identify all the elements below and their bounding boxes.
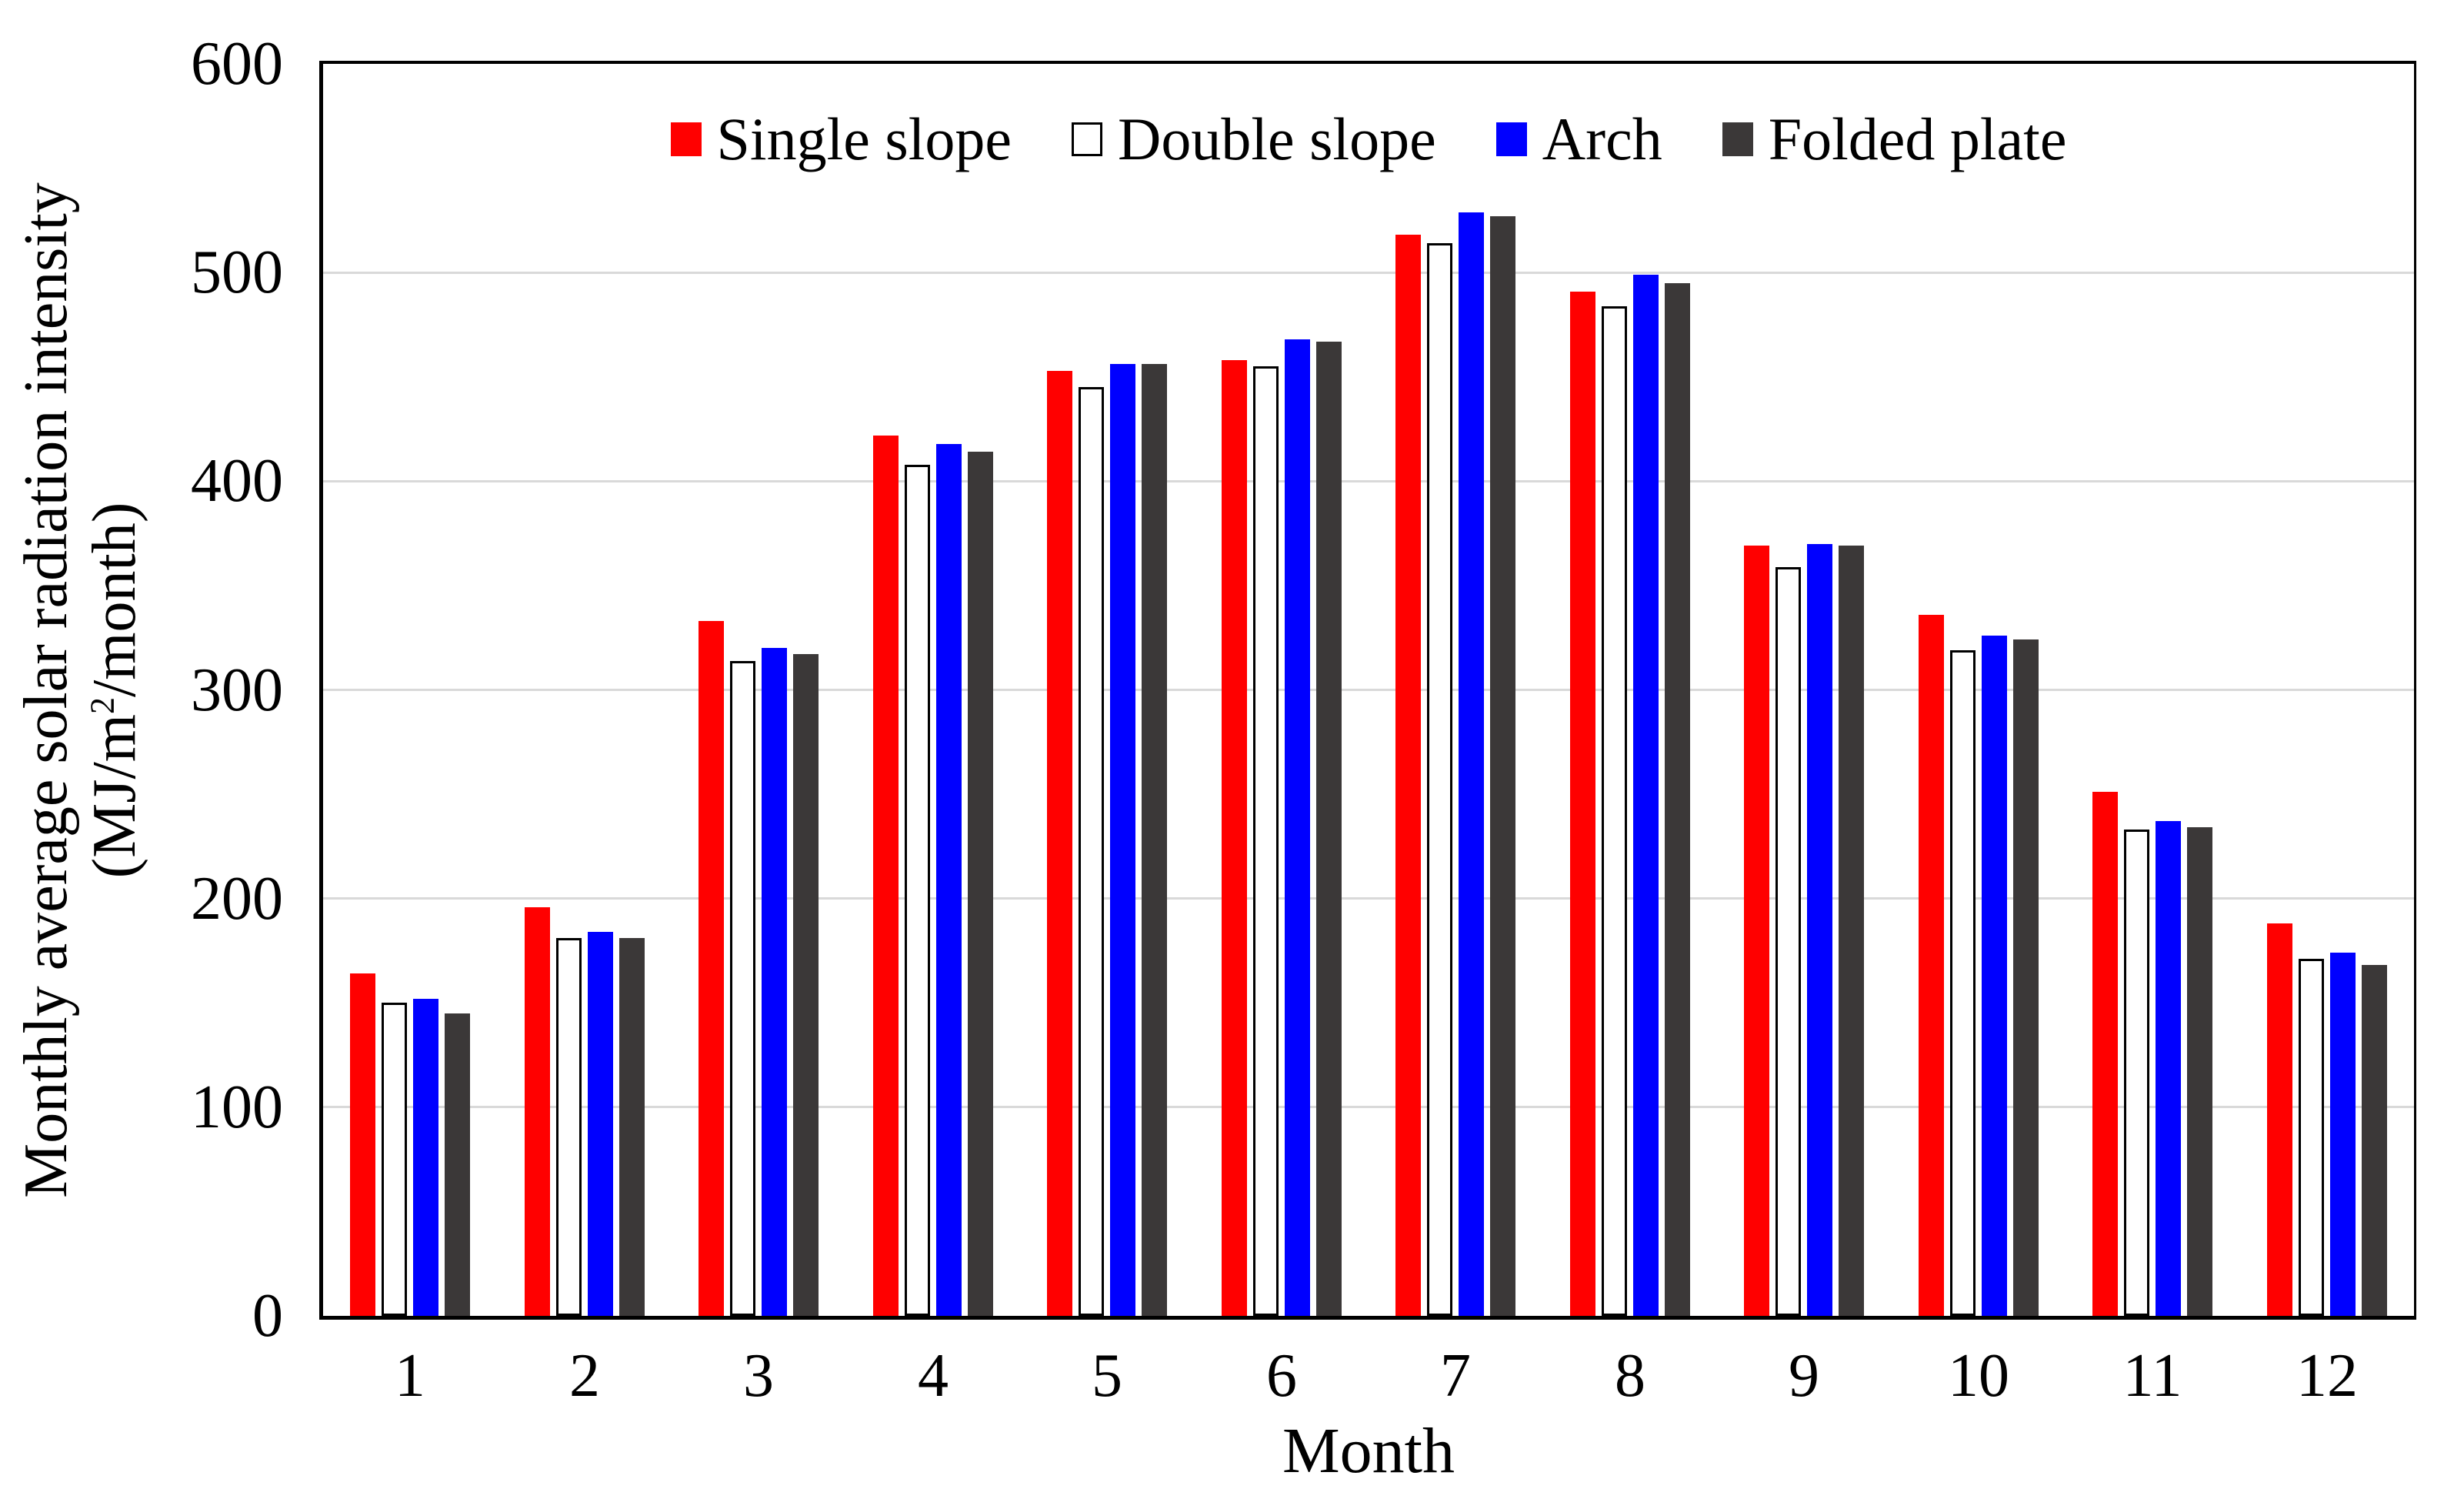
bar-month4-arch [936, 444, 962, 1316]
legend-label: Double slope [1118, 105, 1436, 172]
bar-month11-double-slope [2124, 830, 2149, 1316]
bar-month8-single-slope [1570, 292, 1595, 1316]
bar-month10-double-slope [1950, 650, 1976, 1316]
y-axis-unit-prefix: (MJ/m [81, 713, 148, 879]
bar-month2-arch [588, 932, 613, 1316]
gridline-500 [323, 272, 2414, 274]
legend-swatch-icon [670, 122, 702, 156]
y-axis-title-line1: Monthly average solar radiation intensit… [12, 182, 80, 1198]
legend-item-single-slope: Single slope [670, 105, 1012, 172]
bar-month8-double-slope [1602, 306, 1627, 1316]
x-tick-label-6: 6 [1266, 1342, 1297, 1410]
x-tick-label-1: 1 [395, 1342, 425, 1410]
bar-month6-arch [1285, 339, 1310, 1316]
y-tick-label-0: 0 [252, 1282, 283, 1350]
bar-month4-double-slope [905, 465, 930, 1316]
bar-month10-arch [1982, 636, 2007, 1316]
gridline-400 [323, 480, 2414, 482]
x-tick-label-12: 12 [2296, 1342, 2358, 1410]
bar-month3-folded-plate [793, 654, 819, 1316]
bar-month5-folded-plate [1142, 364, 1167, 1316]
bar-month5-double-slope [1079, 387, 1104, 1316]
bar-month6-folded-plate [1316, 342, 1342, 1316]
y-tick-label-600: 600 [191, 30, 283, 98]
y-tick-label-400: 400 [191, 447, 283, 515]
bar-month9-double-slope [1775, 567, 1801, 1316]
x-axis-title: Month [1282, 1415, 1455, 1487]
bar-month2-double-slope [556, 938, 582, 1316]
bar-month3-single-slope [699, 621, 724, 1316]
legend-item-double-slope: Double slope [1072, 107, 1436, 172]
x-tick-label-2: 2 [569, 1342, 600, 1410]
bar-month3-double-slope [730, 661, 755, 1316]
bar-month2-single-slope [525, 907, 550, 1316]
bar-month12-folded-plate [2362, 965, 2387, 1316]
bar-month4-folded-plate [968, 452, 993, 1316]
bar-month10-single-slope [1919, 615, 1944, 1316]
gridline-300 [323, 689, 2414, 691]
bar-month7-single-slope [1395, 235, 1421, 1316]
bar-month12-arch [2330, 953, 2356, 1316]
legend-label: Single slope [716, 105, 1012, 172]
bar-month7-double-slope [1427, 243, 1452, 1316]
bar-month9-folded-plate [1839, 546, 1864, 1316]
bar-month7-arch [1459, 212, 1484, 1316]
y-tick-label-500: 500 [191, 239, 283, 306]
legend-swatch-icon [1495, 122, 1527, 156]
bar-month8-arch [1633, 275, 1659, 1316]
bar-month5-arch [1110, 364, 1135, 1316]
y-tick-label-100: 100 [191, 1073, 283, 1141]
bar-month8-folded-plate [1665, 283, 1690, 1316]
plot-inner [323, 64, 2414, 1316]
bar-month7-folded-plate [1490, 216, 1515, 1316]
legend: Single slope Double slope Arch Folded plate [323, 107, 2414, 172]
x-tick-label-4: 4 [918, 1342, 949, 1410]
legend-item-arch: Arch [1495, 105, 1662, 172]
x-tick-label-3: 3 [743, 1342, 774, 1410]
bar-month10-folded-plate [2013, 639, 2039, 1316]
bar-month5-single-slope [1047, 371, 1072, 1316]
bar-month11-arch [2156, 821, 2181, 1316]
bar-month12-double-slope [2299, 959, 2324, 1316]
bar-month11-single-slope [2092, 792, 2118, 1316]
bar-month6-single-slope [1222, 360, 1247, 1316]
y-tick-label-200: 200 [191, 865, 283, 933]
bar-month1-folded-plate [445, 1013, 470, 1316]
x-tick-label-5: 5 [1092, 1342, 1122, 1410]
bar-month1-arch [413, 999, 438, 1316]
x-tick-label-10: 10 [1948, 1342, 2009, 1410]
y-tick-label-300: 300 [191, 656, 283, 724]
bar-month9-single-slope [1744, 546, 1769, 1316]
bar-month1-single-slope [350, 973, 375, 1316]
x-tick-label-8: 8 [1615, 1342, 1645, 1410]
gridline-200 [323, 897, 2414, 900]
legend-swatch-icon [1722, 122, 1753, 156]
gridline-100 [323, 1106, 2414, 1108]
x-tick-label-9: 9 [1789, 1342, 1819, 1410]
legend-label: Folded plate [1768, 105, 2067, 172]
bar-month9-arch [1807, 544, 1832, 1316]
bar-month12-single-slope [2267, 923, 2292, 1316]
legend-swatch-icon [1072, 122, 1103, 156]
bar-month4-single-slope [873, 436, 899, 1316]
legend-label: Arch [1542, 105, 1662, 172]
x-tick-label-11: 11 [2122, 1342, 2182, 1410]
bar-month6-double-slope [1253, 366, 1279, 1316]
x-tick-label-7: 7 [1440, 1342, 1471, 1410]
bar-month3-arch [762, 648, 787, 1316]
bar-month11-folded-plate [2187, 827, 2212, 1316]
bar-month1-double-slope [382, 1003, 407, 1316]
plot-area [319, 61, 2416, 1320]
legend-item-folded-plate: Folded plate [1722, 105, 2067, 172]
bar-month2-folded-plate [619, 938, 645, 1316]
